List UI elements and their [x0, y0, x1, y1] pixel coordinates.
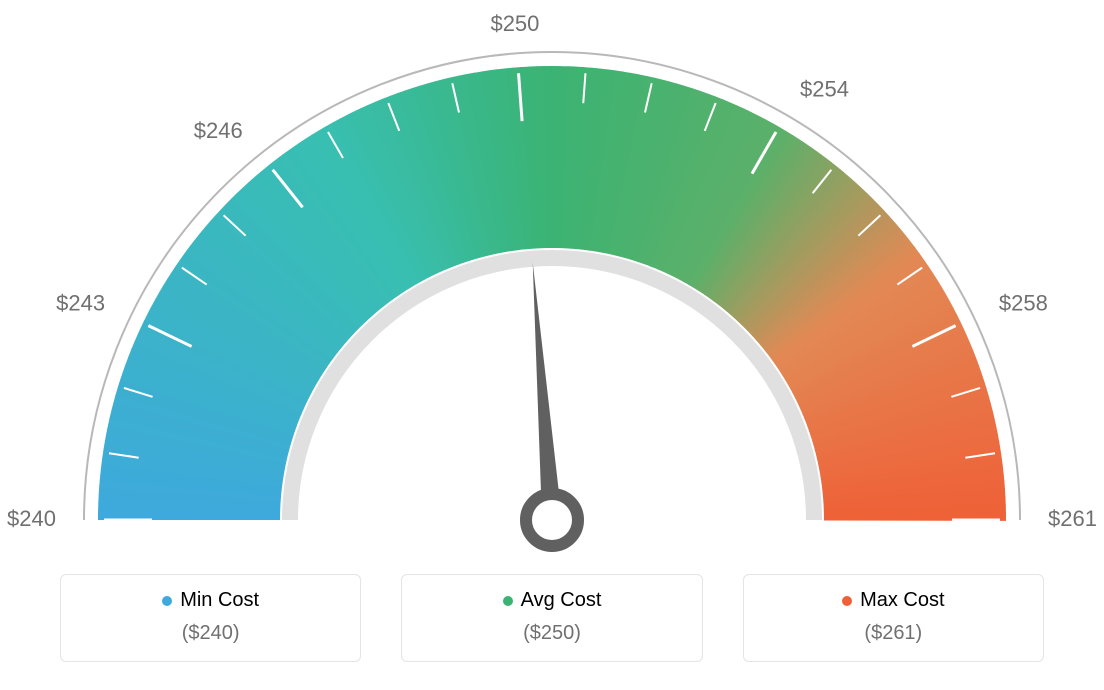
svg-text:$261: $261 — [1048, 506, 1097, 531]
legend-dot-avg — [503, 596, 513, 606]
legend-dot-min — [162, 596, 172, 606]
svg-text:$243: $243 — [56, 291, 105, 316]
svg-text:$254: $254 — [800, 76, 849, 101]
legend-card-max: Max Cost ($261) — [743, 574, 1044, 662]
svg-text:$250: $250 — [490, 11, 539, 36]
svg-text:$258: $258 — [999, 291, 1048, 316]
legend-row: Min Cost ($240) Avg Cost ($250) Max Cost… — [0, 574, 1104, 662]
legend-dot-max — [842, 596, 852, 606]
cost-gauge-chart: $240 $243 $246 $250 $254 $258 $261 Min Cost ($… — [0, 0, 1104, 690]
legend-label-min: Min Cost — [180, 589, 259, 612]
svg-text:$240: $240 — [7, 506, 56, 531]
legend-card-avg: Avg Cost ($250) — [401, 574, 702, 662]
legend-value-max: ($261) — [754, 622, 1033, 645]
svg-text:$246: $246 — [194, 118, 243, 143]
gauge-svg: $240 $243 $246 $250 $254 $258 $261 — [0, 0, 1104, 580]
legend-value-avg: ($250) — [412, 622, 691, 645]
legend-label-max: Max Cost — [860, 589, 944, 612]
legend-value-min: ($240) — [71, 622, 350, 645]
legend-card-min: Min Cost ($240) — [60, 574, 361, 662]
legend-label-avg: Avg Cost — [521, 589, 602, 612]
